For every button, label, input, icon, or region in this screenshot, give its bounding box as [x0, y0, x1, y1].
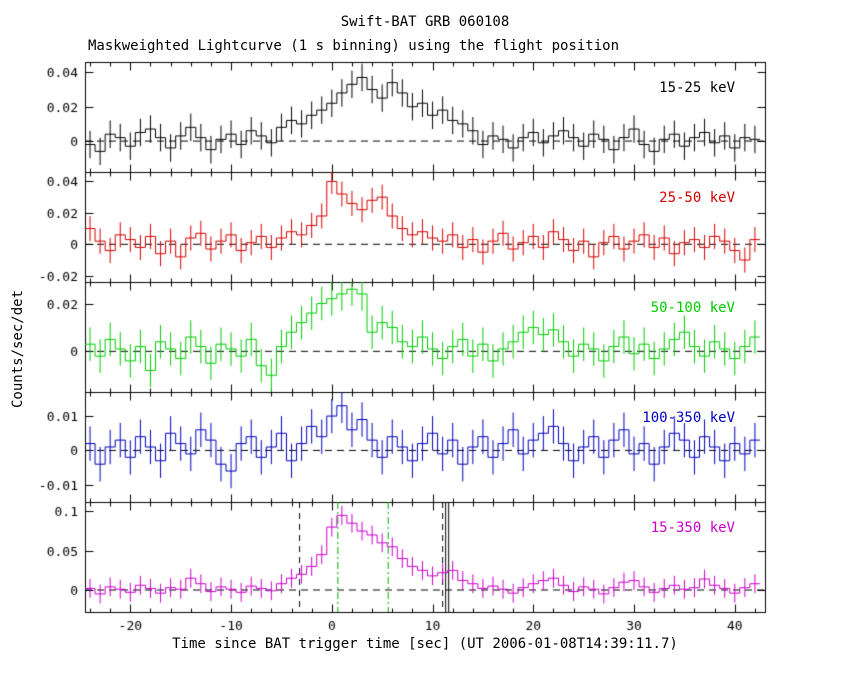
y-axis-label: Counts/sec/det — [10, 289, 26, 408]
band-label-100-350-kev: 100-350 keV — [642, 410, 735, 426]
band-label-15-25-kev: 15-25 keV — [659, 80, 735, 96]
chart-subtitle: Maskweighted Lightcurve (1 s binning) us… — [88, 38, 620, 54]
chart-title: Swift-BAT GRB 060108 — [340, 14, 510, 30]
band-label-15-350-kev: 15-350 keV — [650, 520, 735, 536]
x-axis-label: Time since BAT trigger time [sec] (UT 20… — [172, 636, 678, 652]
band-label-25-50-kev: 25-50 keV — [659, 190, 735, 206]
band-label-50-100-kev: 50-100 keV — [650, 300, 735, 316]
